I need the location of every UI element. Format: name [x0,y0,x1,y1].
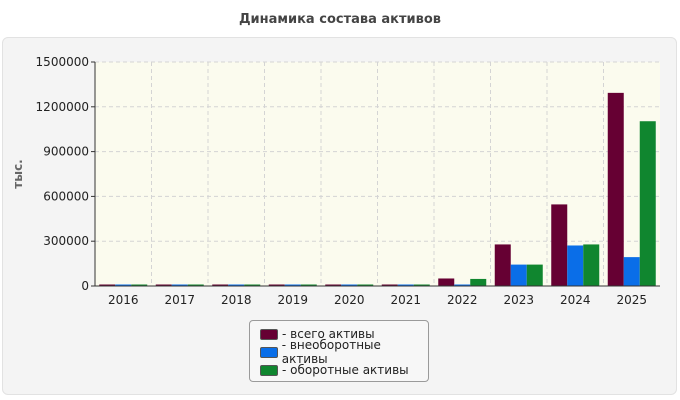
bar [583,244,600,287]
y-tick-label: 1200000 [36,100,89,114]
x-tick-label: 2021 [390,293,421,307]
y-tick-label: 300000 [43,234,89,248]
legend-label: - внеоборотные активы [281,338,381,366]
legend-swatch [260,328,278,340]
bar [567,245,584,287]
x-tick-label: 2024 [560,293,591,307]
x-tick-label: 2017 [164,293,195,307]
y-tick-label: 1500000 [36,55,89,69]
legend: - всего активы - внеоборотные активы - обо… [249,320,429,382]
bar [438,278,455,287]
x-tick-label: 2020 [334,293,365,307]
chart-title: Динамика состава активов [238,12,442,27]
x-tick-label: 2023 [503,293,534,307]
bar [510,264,527,287]
x-tick-label: 2022 [447,293,478,307]
x-tick-label: 2018 [221,293,252,307]
y-tick-label: 600000 [43,189,89,203]
x-tick-label: 2019 [277,293,308,307]
bar [639,121,656,287]
legend-item: - оборотные активы [260,361,428,379]
legend-swatch [260,346,278,358]
x-tick-label: 2016 [108,293,139,307]
bar [470,278,487,287]
bar [526,264,543,287]
legend-label: - всего активы [282,327,375,341]
bar [623,257,640,287]
legend-label: - оборотные активы [282,363,409,377]
y-axis-label: тыс. [11,159,25,188]
legend-swatch [260,364,278,376]
legend-item: - всего активы [260,325,428,343]
bar [551,204,568,287]
y-tick-label: 900000 [43,145,89,159]
bar [494,244,511,287]
x-tick-label: 2025 [616,293,647,307]
legend-item: - внеоборотные активы [260,338,428,366]
y-tick-label: 0 [81,279,89,293]
bar [607,92,624,287]
